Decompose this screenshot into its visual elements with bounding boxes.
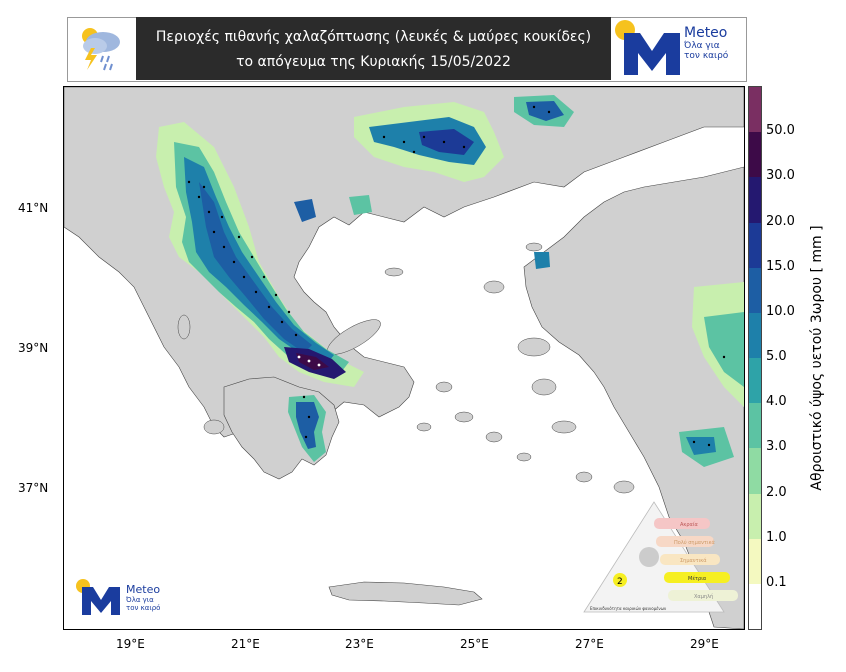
colorbar-level-label: 30.0 [766, 168, 795, 184]
title-line-2: το απόγευμα της Κυριακής 15/05/2022 [236, 54, 511, 70]
warning-level-3: Σημαντικά [680, 557, 707, 564]
meteo-logo-map: Meteo Όλα για τον καιρό [74, 577, 194, 617]
warning-level-4: Μέτρια [688, 575, 707, 582]
weather-icon [73, 22, 128, 74]
colorbar [748, 86, 762, 630]
greece-map: 2 Ακραία Πολύ σημαντικά Σημαντικά Μέτρια… [64, 87, 744, 629]
colorbar-level-label: 1.0 [766, 529, 787, 545]
meteo-logo-top: Meteo Όλα για τον καιρό [614, 19, 744, 77]
warning-level-2: Πολύ σημαντικά [674, 539, 716, 546]
title-line-1: Περιοχές πιθανής χαλαζόπτωσης (λευκές & … [155, 29, 592, 45]
logo-name: Meteo [684, 25, 728, 41]
colorbar-segment [749, 87, 761, 133]
colorbar-level-label: 10.0 [766, 303, 795, 319]
warning-level-5: Χαμηλή [694, 593, 713, 600]
logo-sub1: Όλα για [684, 41, 720, 51]
colorbar-segment [749, 403, 761, 449]
colorbar-segment [749, 177, 761, 223]
colorbar-level-label: 15.0 [766, 258, 795, 274]
colorbar-segment [749, 538, 761, 584]
colorbar-segment [749, 583, 761, 629]
colorbar-segment [749, 448, 761, 494]
x-tick-23: 23°E [345, 637, 374, 651]
x-tick-25: 25°E [460, 637, 489, 651]
warning-legend-inset: 2 Ακραία Πολύ σημαντικά Σημαντικά Μέτρια… [583, 501, 738, 613]
x-tick-27: 27°E [575, 637, 604, 651]
colorbar-level-label: 0.1 [766, 574, 787, 590]
colorbar-segment [749, 312, 761, 358]
y-tick-37: 37°N [18, 481, 49, 495]
warning-caption: Επικινδυνότητα καιρικών φαινομένων [590, 606, 667, 611]
colorbar-segment [749, 222, 761, 268]
x-tick-29: 29°E [690, 637, 719, 651]
x-tick-21: 21°E [231, 637, 260, 651]
map-title: Περιοχές πιθανής χαλαζόπτωσης (λευκές & … [136, 17, 611, 80]
hail-dots-white [297, 355, 321, 367]
x-tick-19: 19°E [116, 637, 145, 651]
y-tick-41: 41°N [18, 201, 49, 215]
land-balkans [64, 87, 744, 443]
precip-field [156, 95, 744, 467]
colorbar-segment [749, 267, 761, 313]
map-logo-name: Meteo [126, 583, 161, 596]
colorbar-segment [749, 493, 761, 539]
warning-active-level: 2 [617, 577, 623, 587]
colorbar-level-label: 5.0 [766, 349, 787, 364]
colorbar-title: Αθροιστικό ύψος υετού 3ωρου [ mm ] [809, 225, 825, 491]
warning-level-1: Ακραία [680, 521, 699, 528]
map-logo-sub2: τον καιρό [126, 604, 161, 612]
colorbar-segment [749, 132, 761, 178]
colorbar-level-label: 2.0 [766, 484, 787, 500]
aegean-islands [177, 242, 677, 565]
colorbar-level-label: 50.0 [766, 123, 795, 139]
hail-dots [187, 105, 726, 447]
colorbar-segment [749, 358, 761, 404]
colorbar-level-label: 4.0 [766, 394, 787, 410]
map-logo-sub1: Όλα για [126, 596, 154, 604]
colorbar-level-label: 20.0 [766, 213, 795, 229]
map-panel: 2 Ακραία Πολύ σημαντικά Σημαντικά Μέτρια… [63, 86, 745, 630]
logo-sub2: τον καιρό [684, 51, 729, 61]
colorbar-level-label: 3.0 [766, 439, 787, 455]
land-crete [328, 581, 483, 606]
y-tick-39: 39°N [18, 341, 49, 355]
